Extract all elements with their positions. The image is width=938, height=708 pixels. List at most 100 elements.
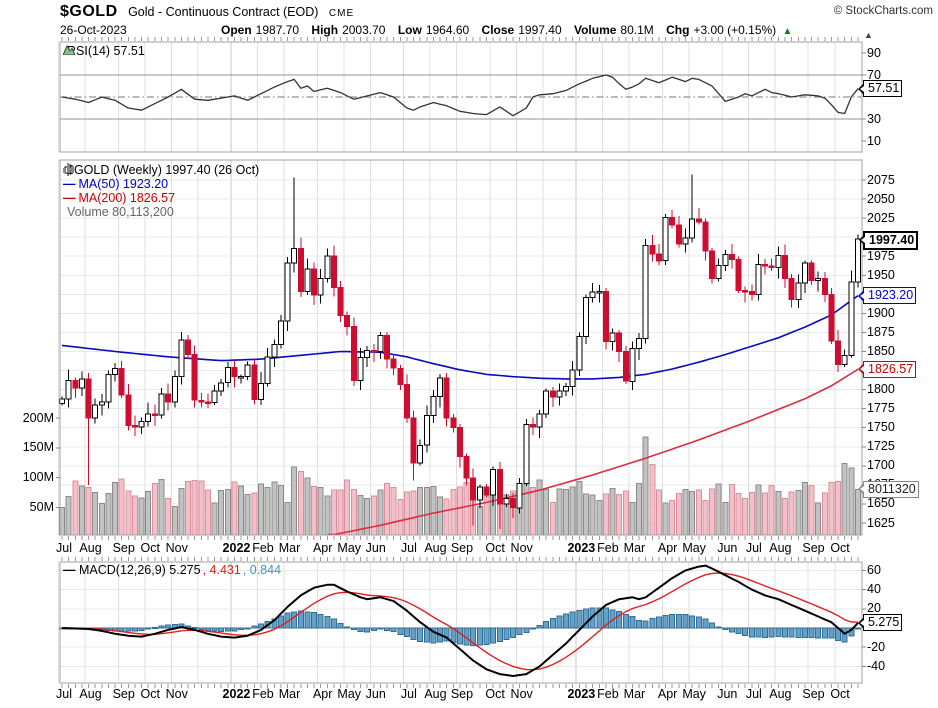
month-label: Sep bbox=[802, 541, 825, 555]
chg-label: Chg bbox=[666, 23, 690, 37]
month-label: Jul bbox=[56, 541, 72, 555]
chg-value: +3.00 (+0.15%) bbox=[693, 23, 777, 37]
open-label: Open bbox=[221, 23, 252, 37]
month-label: Oct bbox=[485, 541, 505, 555]
month-label: May bbox=[682, 687, 706, 701]
ma200-legend-label: MA(200) 1826.57 bbox=[78, 191, 176, 205]
open-value: 1987.70 bbox=[255, 23, 300, 37]
month-label: Sep bbox=[112, 687, 135, 701]
month-label: Oct bbox=[140, 687, 160, 701]
month-label: Oct bbox=[830, 541, 850, 555]
month-label: 2022 bbox=[222, 541, 251, 555]
month-label: Apr bbox=[657, 687, 678, 701]
month-label: Oct bbox=[830, 687, 850, 701]
macd-tick-label: 20 bbox=[867, 601, 881, 616]
rsi-tick-label: 30 bbox=[867, 111, 881, 126]
month-label: Mar bbox=[278, 687, 301, 701]
month-label: Oct bbox=[485, 687, 505, 701]
chart-title: Gold - Continuous Contract (EOD) bbox=[128, 5, 319, 19]
price-tick-label: 1725 bbox=[867, 439, 895, 454]
month-label: Jul bbox=[56, 687, 72, 701]
month-label: Apr bbox=[657, 541, 678, 555]
macd-tick-label: -40 bbox=[867, 658, 886, 673]
price-tick-label: 2050 bbox=[867, 191, 895, 206]
month-label: Jul bbox=[400, 687, 417, 701]
macd-signal-value: , 4.431 bbox=[202, 563, 241, 577]
month-label: Nov bbox=[165, 687, 188, 701]
month-label: Oct bbox=[140, 541, 160, 555]
month-label: Jul bbox=[400, 541, 417, 555]
high-label: High bbox=[311, 23, 339, 37]
month-label: Jun bbox=[365, 687, 386, 701]
month-label: Aug bbox=[424, 687, 447, 701]
price-tick-label: 1800 bbox=[867, 382, 895, 397]
month-label: Sep bbox=[450, 687, 474, 701]
month-label: 2022 bbox=[222, 687, 251, 701]
ma50-line-swatch: — bbox=[63, 177, 75, 191]
ma50-legend-label: MA(50) 1923.20 bbox=[78, 177, 169, 191]
volume-value-callout: 8011320 bbox=[858, 480, 919, 498]
rsi-tick-label: 70 bbox=[867, 67, 881, 82]
panel-collapse-arrow-icon[interactable]: ▲ bbox=[864, 30, 873, 40]
low-label: Low bbox=[397, 23, 422, 37]
rsi-legend-label: RSI(14) 57.51 bbox=[67, 44, 145, 58]
macd-hist-value: , 0.844 bbox=[242, 563, 282, 577]
month-label: Jun bbox=[717, 541, 738, 555]
symbol: $GOLD bbox=[60, 3, 118, 20]
macd-tick-label: 60 bbox=[867, 562, 881, 577]
volume-tick-label: 50M bbox=[29, 499, 54, 514]
month-label: Nov bbox=[510, 687, 533, 701]
price-tick-label: 1975 bbox=[867, 248, 895, 263]
month-label: Sep bbox=[112, 541, 135, 555]
month-label: May bbox=[337, 687, 362, 701]
ma200-value-callout: 1826.57 bbox=[857, 360, 917, 378]
month-label: Jun bbox=[717, 687, 738, 701]
exchange-label: CME bbox=[328, 8, 355, 19]
macd-tick-label: -20 bbox=[867, 639, 886, 654]
month-label: Mar bbox=[278, 541, 301, 555]
month-label: Apr bbox=[312, 541, 333, 555]
month-label: Apr bbox=[312, 687, 333, 701]
month-label: Feb bbox=[597, 687, 619, 701]
volume-tick-label: 150M bbox=[22, 440, 54, 455]
volume-value: 80.1M bbox=[620, 23, 654, 37]
rsi-legend: RSI(14) 57.51 bbox=[63, 44, 145, 58]
rsi-tick-label: 90 bbox=[867, 45, 881, 60]
main-legend: $GOLD (Weekly) 1997.40 (26 Oct) — MA(50)… bbox=[63, 163, 259, 219]
month-label: Nov bbox=[165, 541, 188, 555]
month-label: Feb bbox=[597, 541, 619, 555]
copyright-link[interactable]: © StockCharts.com bbox=[833, 5, 933, 17]
volume-tick-label: 100M bbox=[22, 470, 54, 485]
price-tick-label: 1775 bbox=[867, 401, 895, 416]
macd-line-swatch: — bbox=[63, 563, 77, 577]
price-tick-label: 1700 bbox=[867, 458, 895, 473]
month-label: Feb bbox=[252, 541, 274, 555]
volume-label: Volume bbox=[573, 23, 617, 37]
rsi-value-callout: 57.51 bbox=[857, 80, 903, 98]
macd-legend-label: MACD(12,26,9) 5.275 bbox=[78, 563, 201, 577]
month-label: Mar bbox=[623, 541, 646, 555]
price-tick-label: 1900 bbox=[867, 305, 895, 320]
macd-value-callout: 5.275 bbox=[857, 614, 903, 632]
month-label: Mar bbox=[623, 687, 646, 701]
close-label: Close bbox=[481, 23, 515, 37]
month-label: Aug bbox=[769, 687, 792, 701]
month-label: Aug bbox=[769, 541, 792, 555]
month-label: Jul bbox=[745, 687, 762, 701]
month-label: Sep bbox=[802, 687, 825, 701]
month-label: Aug bbox=[424, 541, 447, 555]
price-tick-label: 1750 bbox=[867, 420, 895, 435]
close-value: 1997.40 bbox=[518, 23, 562, 37]
month-label: May bbox=[337, 541, 362, 555]
change-up-arrow-icon: ▲ bbox=[782, 26, 793, 37]
ohlc-quote-row: Open 1987.70 High 2003.70 Low 1964.60 Close… bbox=[221, 23, 792, 37]
price-tick-label: 1850 bbox=[867, 344, 895, 358]
macd-tick-label: 40 bbox=[867, 582, 881, 597]
last-price-callout: 1997.40 bbox=[858, 230, 919, 250]
price-tick-label: 1950 bbox=[867, 267, 895, 282]
rsi-tick-label: 10 bbox=[867, 133, 881, 148]
symbol-legend-label: $GOLD (Weekly) 1997.40 (26 Oct) bbox=[67, 163, 260, 177]
month-label: Aug bbox=[79, 541, 102, 555]
